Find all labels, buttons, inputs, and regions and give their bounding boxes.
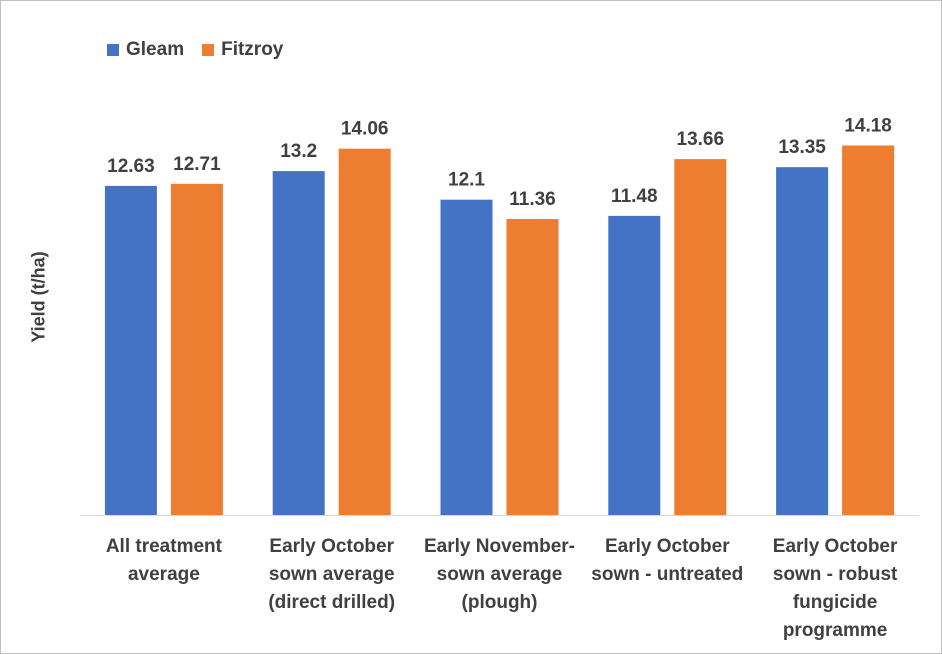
category-label-line: sown average: [269, 564, 395, 585]
category-label-line: programme: [783, 620, 888, 641]
data-label-gleam-2: 13.2: [280, 141, 317, 162]
bar-gleam-3: [440, 199, 493, 515]
bar-fitzroy-1: [170, 183, 223, 516]
category-label-line: fungicide: [793, 592, 877, 613]
category-label-line: sown - untreated: [591, 564, 743, 585]
bar-gleam-5: [776, 167, 829, 515]
category-label-1: All treatment average: [106, 536, 223, 585]
category-label-line: Early October: [605, 536, 730, 557]
category-label-line: Early October: [773, 536, 898, 557]
data-label-gleam-5: 13.35: [778, 137, 826, 158]
legend: Gleam Fitzroy: [107, 39, 301, 61]
category-label-4: Early October sown - untreated: [591, 536, 743, 585]
category-label-line: (plough): [462, 592, 538, 613]
y-axis-title: Yield (t/ha): [28, 251, 49, 343]
legend-label-fitzroy: Fitzroy: [221, 39, 284, 60]
data-label-gleam-3: 12.1: [448, 170, 485, 191]
category-label-line: average: [128, 564, 200, 585]
category-label-line: sown average: [437, 564, 563, 585]
bar-fitzroy-2: [338, 148, 391, 515]
category-label-line: Early November-: [424, 536, 575, 557]
legend-label-gleam: Gleam: [126, 39, 185, 60]
legend-item-gleam: Gleam: [107, 39, 184, 61]
category-label-line: (direct drilled): [268, 592, 395, 613]
legend-item-fitzroy: Fitzroy: [202, 39, 283, 61]
bar-fitzroy-5: [842, 145, 895, 515]
category-label-line: Early October: [269, 536, 394, 557]
legend-swatch-fitzroy: [202, 44, 215, 56]
data-label-fitzroy-2: 14.06: [341, 119, 389, 140]
category-label-2: Early October sown average (direct drilled…: [268, 536, 395, 613]
data-label-gleam-4: 11.48: [611, 186, 658, 207]
legend-swatch-gleam: [107, 44, 119, 56]
category-label-line: All treatment: [106, 536, 223, 557]
data-label-gleam-1: 12.63: [107, 156, 155, 177]
bar-fitzroy-4: [674, 159, 727, 515]
category-label-3: Early November-sown average (plough): [424, 536, 575, 613]
data-label-fitzroy-3: 11.36: [509, 189, 556, 210]
data-label-fitzroy-1: 12.71: [173, 154, 221, 175]
bar-gleam-4: [608, 215, 661, 515]
bar-gleam-1: [104, 185, 157, 515]
bar-gleam-2: [272, 171, 325, 515]
category-label-5: Early October sown - robust fungicide progr…: [773, 536, 898, 641]
category-label-line: sown - robust: [773, 564, 898, 585]
data-label-fitzroy-5: 14.18: [844, 116, 892, 137]
bar-fitzroy-3: [506, 219, 559, 515]
data-label-fitzroy-4: 13.66: [677, 129, 725, 150]
